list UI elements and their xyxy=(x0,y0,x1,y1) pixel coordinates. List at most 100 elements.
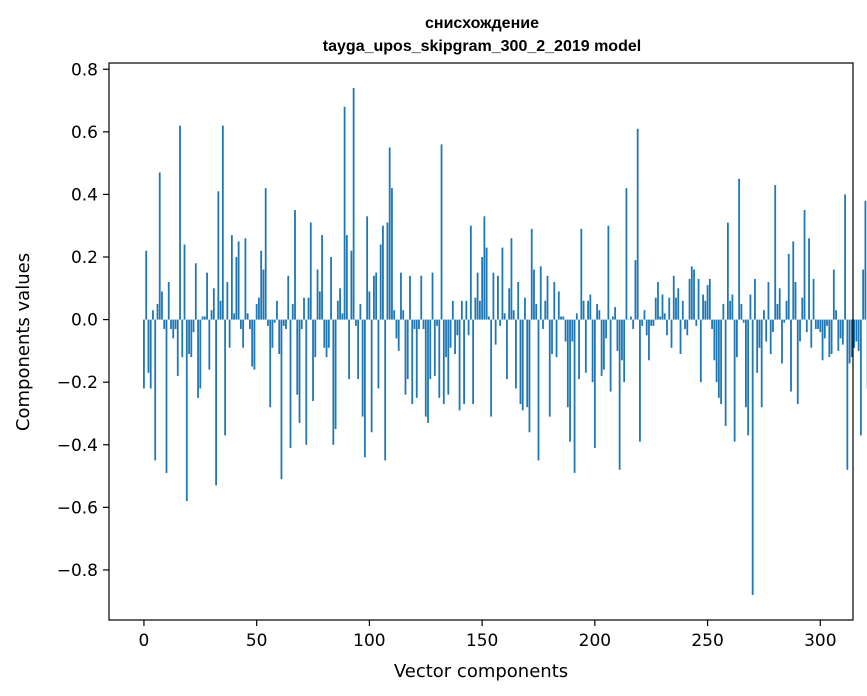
bar-36 xyxy=(224,319,227,436)
bar-200 xyxy=(593,319,596,448)
y-tick-label: −0.8 xyxy=(57,561,98,581)
bar-206 xyxy=(607,225,610,320)
bar-168 xyxy=(521,319,524,411)
bar-213 xyxy=(623,319,626,383)
bar-24 xyxy=(197,319,199,398)
bar-135 xyxy=(447,319,450,395)
bar-104 xyxy=(377,319,380,389)
bar-164 xyxy=(512,310,515,320)
bar-259 xyxy=(726,222,729,320)
bar-5 xyxy=(154,319,157,461)
bar-191 xyxy=(573,319,576,473)
bar-189 xyxy=(569,319,571,442)
bar-295 xyxy=(808,238,810,320)
bar-37 xyxy=(226,282,229,320)
bar-221 xyxy=(641,319,644,326)
bar-251 xyxy=(708,278,711,320)
bar-142 xyxy=(463,319,465,405)
bar-10 xyxy=(165,319,168,473)
x-tick-label: 100 xyxy=(353,631,385,651)
bar-198 xyxy=(589,294,592,320)
bar-248 xyxy=(702,294,704,320)
bar-54 xyxy=(264,188,267,320)
bar-83 xyxy=(330,257,332,320)
bar-303 xyxy=(826,319,828,326)
bar-64 xyxy=(287,275,290,320)
bar-281 xyxy=(776,303,779,320)
bar-172 xyxy=(530,228,533,320)
bar-258 xyxy=(724,319,727,426)
bar-132 xyxy=(440,144,443,320)
bar-38 xyxy=(228,319,231,348)
bar-46 xyxy=(246,313,249,320)
bar-267 xyxy=(745,319,747,408)
bar-194 xyxy=(580,228,583,320)
bar-220 xyxy=(639,319,641,442)
bar-305 xyxy=(830,319,833,355)
bar-129 xyxy=(433,319,436,376)
bar-95 xyxy=(357,319,360,380)
bar-60 xyxy=(278,319,281,355)
bar-41 xyxy=(235,257,238,320)
bar-254 xyxy=(715,319,718,383)
bar-139 xyxy=(456,319,459,336)
bar-122 xyxy=(418,319,420,329)
bar-311 xyxy=(844,194,847,320)
bar-121 xyxy=(415,319,418,398)
bar-260 xyxy=(729,300,732,320)
bar-148 xyxy=(476,272,479,320)
bar-165 xyxy=(515,319,517,389)
bar-236 xyxy=(675,297,677,320)
bar-233 xyxy=(668,297,671,320)
y-tick-label: −0.4 xyxy=(57,436,98,456)
bar-69 xyxy=(298,319,301,423)
bar-308 xyxy=(837,319,840,351)
bar-171 xyxy=(528,319,531,433)
bar-247 xyxy=(699,319,702,383)
bar-17 xyxy=(181,319,184,358)
bar-240 xyxy=(684,319,686,329)
bar-205 xyxy=(605,319,608,339)
bar-289 xyxy=(794,282,797,320)
bar-207 xyxy=(609,319,612,392)
bar-256 xyxy=(720,319,723,405)
bar-301 xyxy=(821,319,824,361)
bar-244 xyxy=(693,269,695,320)
bar-114 xyxy=(400,272,402,320)
bar-319 xyxy=(862,269,865,320)
bar-314 xyxy=(850,319,853,358)
bar-285 xyxy=(785,300,788,320)
bar-68 xyxy=(296,319,299,395)
bar-22 xyxy=(192,319,195,333)
bar-264 xyxy=(738,178,741,320)
bar-143 xyxy=(465,300,468,320)
bar-224 xyxy=(648,319,650,361)
bar-12 xyxy=(170,319,172,329)
bar-147 xyxy=(474,297,477,320)
bar-320 xyxy=(864,200,867,320)
bar-48 xyxy=(251,319,254,367)
bar-84 xyxy=(332,319,335,445)
bar-193 xyxy=(578,319,580,380)
bar-297 xyxy=(812,278,815,320)
bar-210 xyxy=(616,319,619,351)
bar-222 xyxy=(643,310,646,320)
bar-99 xyxy=(366,216,369,320)
bar-271 xyxy=(754,278,756,320)
bar-159 xyxy=(501,247,504,320)
bar-92 xyxy=(350,250,353,320)
bar-268 xyxy=(747,319,750,436)
bar-146 xyxy=(472,319,475,405)
bar-116 xyxy=(404,319,407,395)
bar-269 xyxy=(749,294,752,320)
bar-110 xyxy=(391,188,393,320)
bar-70 xyxy=(300,319,303,329)
bar-214 xyxy=(625,188,628,320)
bar-34 xyxy=(219,300,222,320)
bar-228 xyxy=(657,282,659,320)
bar-6 xyxy=(156,303,159,320)
bar-51 xyxy=(258,297,260,320)
bar-151 xyxy=(483,216,486,320)
bar-81 xyxy=(325,319,328,358)
bar-179 xyxy=(546,275,549,320)
